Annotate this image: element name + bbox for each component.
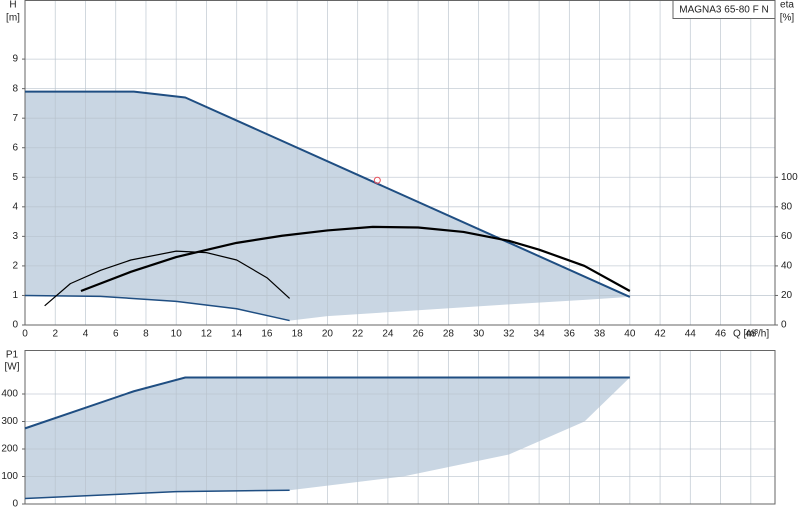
x-tick-label: 10 (171, 329, 183, 340)
curve (25, 90, 631, 298)
x-tick-label: 42 (655, 329, 667, 340)
x-tick-label: 26 (413, 329, 425, 340)
x-tick-label: 2 (52, 329, 58, 340)
axis-label: [m] (6, 13, 20, 24)
x-tick-label: 30 (473, 329, 485, 340)
x-tick-label: 4 (83, 329, 89, 340)
y-tick-label: 300 (1, 416, 18, 427)
x-tick-label: 44 (685, 329, 697, 340)
x-tick-label: 24 (382, 329, 394, 340)
axis-label: [W] (5, 362, 20, 373)
x-tick-label: 14 (231, 329, 243, 340)
y-tick-label: 400 (1, 389, 18, 400)
x-tick-label: 20 (322, 329, 334, 340)
x-tick-label: 0 (22, 329, 28, 340)
y2-tick-label: 0 (781, 320, 787, 331)
title-box (672, 0, 776, 19)
duty-point (373, 176, 381, 184)
x-tick-label: 34 (534, 329, 546, 340)
x-tick-label: 8 (143, 329, 149, 340)
y-tick-label: 4 (12, 201, 18, 212)
y-tick-label: 100 (1, 471, 18, 482)
y-tick-label: 5 (12, 172, 18, 183)
x-tick-label: 36 (564, 329, 576, 340)
curve (24, 376, 630, 430)
y2-tick-label: 100 (781, 172, 798, 183)
x-tick-label: 18 (292, 329, 304, 340)
y-tick-label: 3 (12, 231, 18, 242)
plot-frame (24, 0, 776, 326)
x-tick-label: 28 (443, 329, 455, 340)
y-tick-label: 1 (12, 290, 18, 301)
x-tick-label: 40 (624, 329, 636, 340)
x-axis-label: Q [m³/h] (733, 329, 769, 340)
x-tick-label: 46 (715, 329, 727, 340)
y-tick-label: 0 (12, 499, 18, 510)
curve (24, 489, 290, 500)
curve (44, 250, 291, 307)
x-tick-label: 32 (503, 329, 515, 340)
curve (24, 294, 290, 322)
axis-label: [%] (780, 13, 795, 24)
x-tick-label: 16 (261, 329, 273, 340)
plot-frame (24, 350, 776, 505)
x-tick-label: 38 (594, 329, 606, 340)
axis-label: eta (780, 0, 794, 11)
y-tick-label: 2 (12, 261, 18, 272)
chart-title: MAGNA3 65-80 F N (679, 5, 768, 16)
y2-tick-label: 80 (781, 201, 793, 212)
x-tick-label: 6 (113, 329, 119, 340)
x-tick-label: 12 (201, 329, 213, 340)
y-tick-label: 8 (12, 83, 18, 94)
y2-tick-label: 60 (781, 231, 793, 242)
y-tick-label: 7 (12, 113, 18, 124)
axis-label: H (9, 0, 16, 11)
y-tick-label: 9 (12, 54, 18, 65)
curve (80, 225, 631, 293)
y-tick-label: 6 (12, 142, 18, 153)
axis-label: P1 (6, 350, 19, 361)
x-tick-label: 22 (352, 329, 364, 340)
y-tick-label: 0 (12, 320, 18, 331)
y2-tick-label: 20 (781, 290, 793, 301)
x-tick-label: 48 (745, 329, 757, 340)
y-tick-label: 200 (1, 444, 18, 455)
y2-tick-label: 40 (781, 261, 793, 272)
